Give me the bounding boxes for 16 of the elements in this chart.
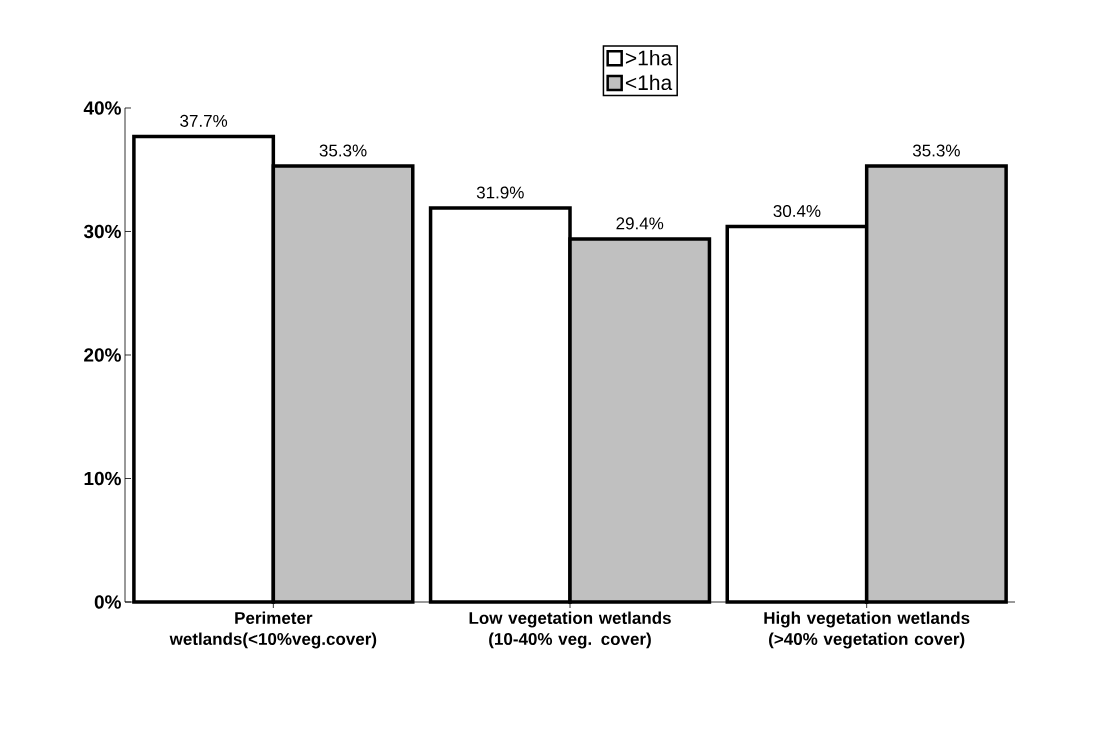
data-label: 37.7%	[180, 114, 228, 127]
x-tick-label: Low vegetation wetlands (10-40% veg. cover)	[469, 611, 671, 649]
legend-label: <1ha	[625, 74, 673, 91]
data-label: 35.3%	[319, 144, 367, 157]
y-tick-label: 40%	[83, 101, 121, 115]
data-label: 30.4%	[773, 204, 821, 218]
x-tick-label: High vegetation wetlands (>40% vegetation cover)	[764, 611, 970, 649]
data-label: 31.9%	[476, 186, 524, 199]
y-tick-label: 0%	[94, 595, 121, 609]
y-tick-label: 10%	[84, 471, 121, 486]
data-label: 29.4%	[616, 217, 664, 230]
data-label: 35.3%	[912, 144, 960, 157]
y-tick-label: 30%	[83, 224, 121, 239]
y-tick-label: 20%	[84, 348, 121, 362]
legend-label: >1ha	[625, 49, 673, 66]
x-tick-label: Perimeter wetlands(<10%veg.cover)	[169, 611, 377, 649]
